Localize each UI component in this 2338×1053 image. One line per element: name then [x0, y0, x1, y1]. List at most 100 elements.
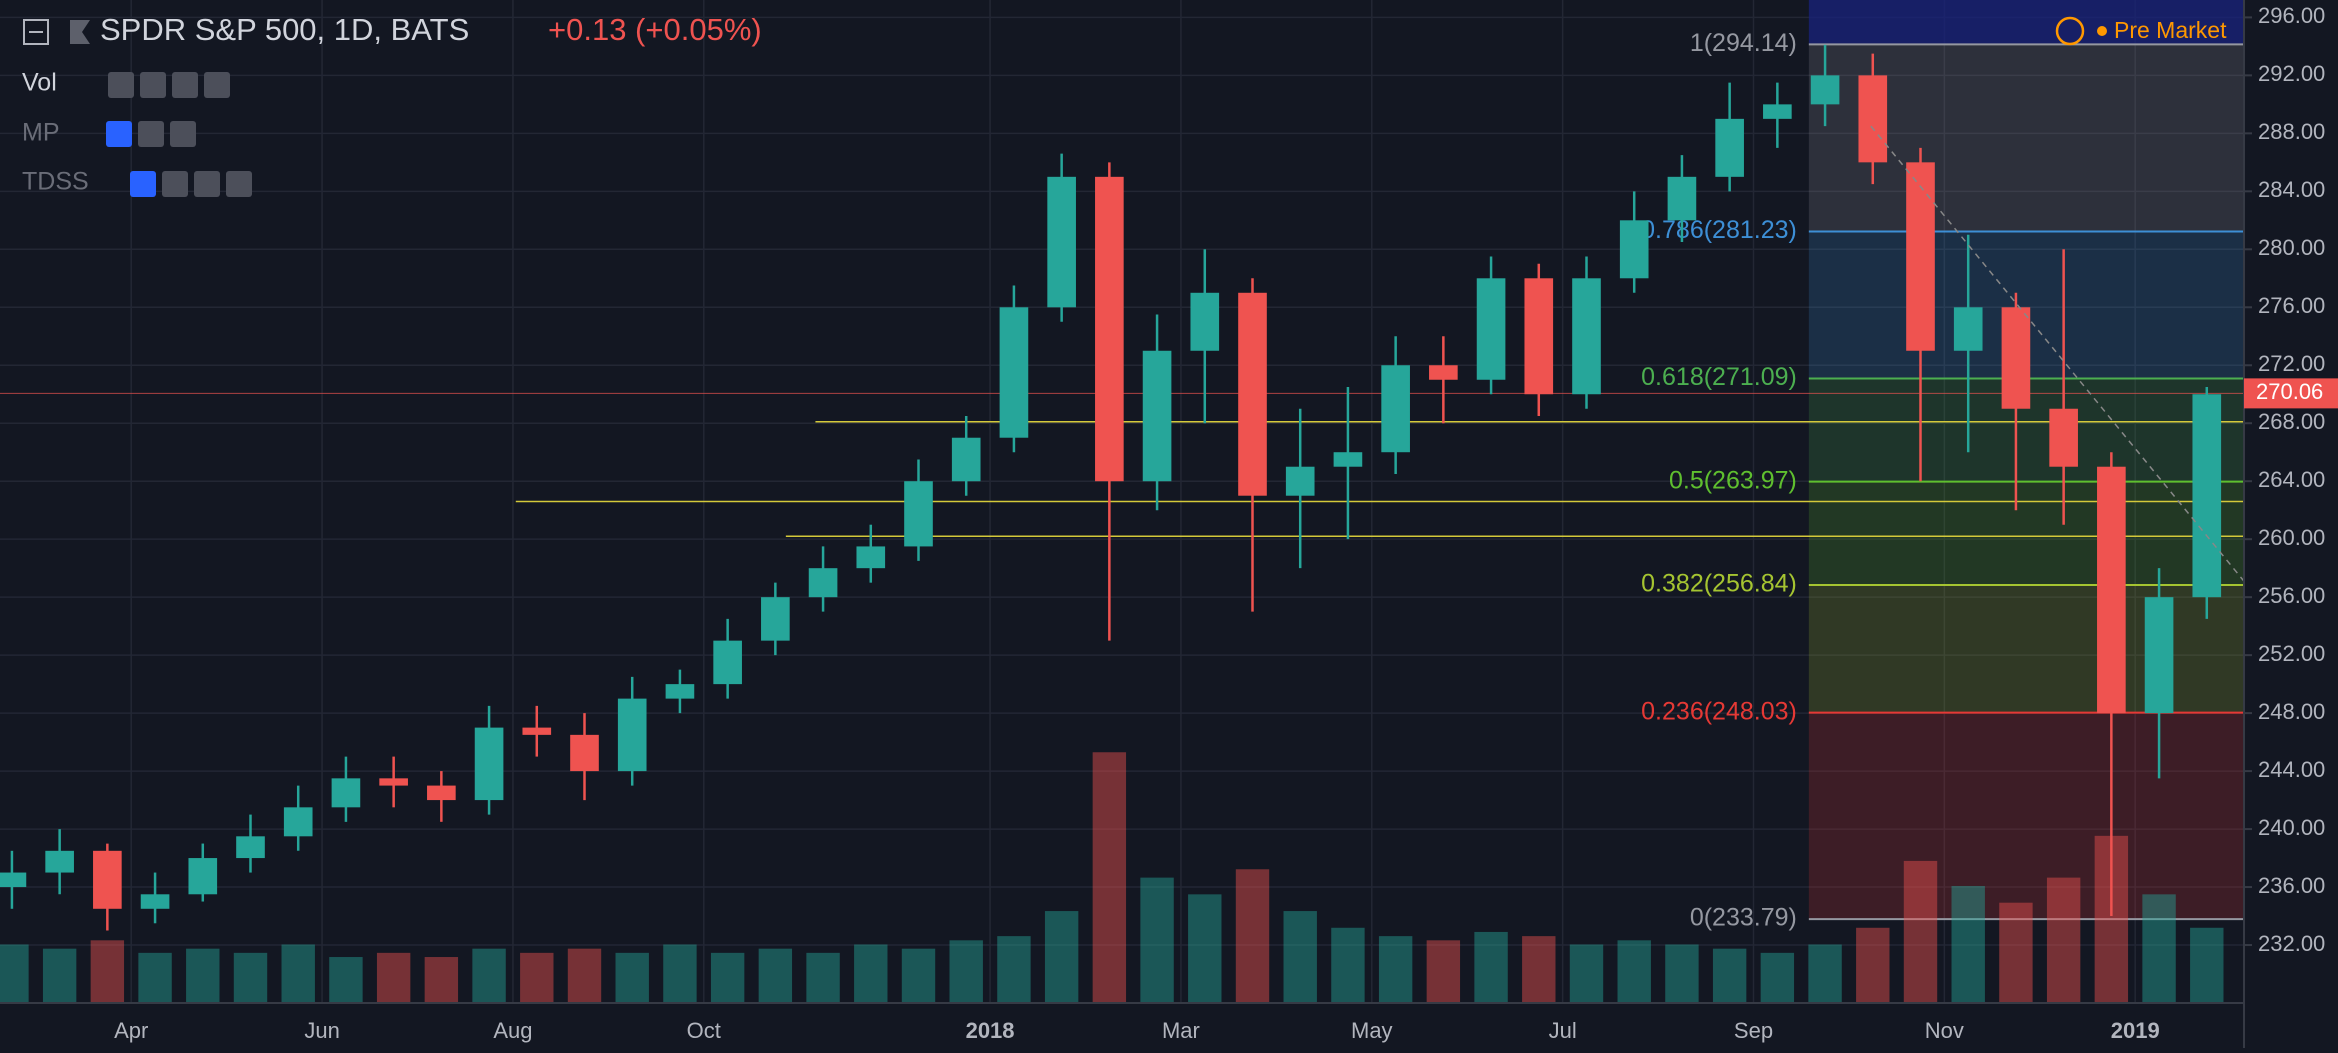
volume-bar — [806, 952, 840, 1003]
price-change: +0.13 (+0.05%) — [548, 12, 762, 47]
fib-label: 0.5(263.97) — [1669, 466, 1797, 494]
candle-body — [1333, 452, 1363, 467]
candle-body — [904, 481, 933, 547]
close-button[interactable] — [170, 121, 196, 147]
candle-body — [1858, 75, 1888, 163]
volume-bar — [1092, 752, 1127, 1003]
settings-button[interactable] — [162, 171, 188, 197]
volume-bar — [2190, 927, 2224, 1003]
volume-bar — [186, 948, 220, 1003]
candle-body — [713, 640, 742, 685]
candle-body — [1953, 307, 1983, 351]
settings-button[interactable] — [138, 121, 164, 147]
y-tick-label: 240.00 — [2258, 815, 2325, 840]
candle-body — [2144, 597, 2174, 714]
alert-icon[interactable] — [2055, 16, 2085, 46]
volume-bar — [1808, 944, 1842, 1003]
candle-body — [1190, 292, 1220, 351]
volume-bar — [1951, 885, 1985, 1003]
candle-body — [617, 698, 647, 772]
hidden-button[interactable] — [130, 171, 156, 197]
source-button[interactable] — [194, 171, 220, 197]
eye-button[interactable] — [108, 72, 134, 98]
y-tick-label: 272.00 — [2258, 351, 2325, 376]
settings-button[interactable] — [140, 72, 166, 98]
y-tick-label: 232.00 — [2258, 931, 2325, 956]
volume-bar — [90, 940, 125, 1003]
y-tick-label: 256.00 — [2258, 583, 2325, 608]
header: SPDR S&P 500, 1D, BATS +0.13 (+0.05%) Vo… — [22, 12, 2227, 197]
volume-bar — [2046, 877, 2081, 1003]
candle-body — [570, 734, 599, 772]
candle-body — [1619, 220, 1649, 279]
indicator-label[interactable]: Vol — [22, 69, 57, 97]
fib-label: 0.786(281.23) — [1641, 216, 1797, 244]
candle-body — [0, 872, 27, 888]
volume-bar — [901, 948, 936, 1003]
x-tick-label: Sep — [1734, 1018, 1773, 1043]
y-tick-label: 244.00 — [2258, 757, 2325, 782]
y-tick-label: 248.00 — [2258, 699, 2325, 724]
flag-icon — [70, 20, 90, 44]
last-price-label: 270.06 — [2256, 379, 2323, 404]
candle-body — [951, 437, 981, 482]
volume-bar — [1617, 940, 1651, 1003]
candle-body — [427, 785, 456, 801]
volume-bar — [1188, 894, 1222, 1003]
candle-body — [140, 894, 170, 909]
candle-body — [1763, 104, 1792, 119]
x-tick-label: Aug — [493, 1018, 532, 1043]
candle-body — [1238, 292, 1267, 496]
y-tick-label: 252.00 — [2258, 641, 2325, 666]
fib-label: 0.382(256.84) — [1641, 570, 1797, 598]
x-tick-label: 2019 — [2111, 1018, 2160, 1043]
candle-body — [2001, 307, 2031, 409]
volume-bar — [949, 940, 983, 1003]
volume-bar — [1712, 948, 1747, 1003]
y-tick-label: 236.00 — [2258, 873, 2325, 898]
volume-bar — [42, 948, 77, 1003]
close-button[interactable] — [226, 171, 252, 197]
volume-bar — [758, 948, 793, 1003]
candle-body — [283, 807, 313, 837]
volume-bar — [472, 948, 506, 1003]
symbol-title[interactable]: SPDR S&P 500, 1D, BATS — [100, 12, 469, 47]
candle-body — [1667, 176, 1697, 221]
volume-bar — [1665, 944, 1699, 1003]
fib-band — [1808, 712, 2244, 920]
y-tick-label: 268.00 — [2258, 409, 2325, 434]
volume-bar — [615, 952, 649, 1003]
collapse-button[interactable] — [23, 19, 49, 45]
hidden-button[interactable] — [106, 121, 132, 147]
market-status: Pre Market — [2114, 17, 2227, 43]
candle-body — [1285, 466, 1315, 496]
status-dot — [2097, 26, 2107, 36]
candle-body — [808, 568, 838, 598]
volume-bar — [1760, 952, 1795, 1003]
volume-bar — [376, 952, 411, 1003]
candle-body — [522, 727, 552, 735]
volume-bar — [233, 952, 268, 1003]
indicator-label[interactable]: MP — [22, 119, 60, 147]
fib-label: 0.236(248.03) — [1641, 697, 1797, 725]
y-tick-label: 292.00 — [2258, 61, 2325, 86]
indicator-label[interactable]: TDSS — [22, 168, 89, 196]
volume-bar — [281, 944, 315, 1003]
fib-label: 0(233.79) — [1690, 904, 1797, 932]
volume-bar — [663, 944, 697, 1003]
fib-band — [1808, 584, 2244, 713]
x-tick-label: Jul — [1549, 1018, 1577, 1043]
volume-bar — [1426, 940, 1461, 1003]
fib-label: 0.618(271.09) — [1641, 363, 1797, 391]
volume-bar — [0, 944, 29, 1003]
plot-area: 1(294.14) 0.786(281.23) 0.618(271.09) 0.5(2… — [0, 0, 2245, 1003]
volume-bar — [2142, 894, 2176, 1003]
candle-body — [2097, 466, 2126, 714]
candle-body — [2049, 408, 2078, 467]
last-price-box — [2244, 378, 2338, 409]
close-button[interactable] — [204, 72, 230, 98]
candle-body — [1906, 162, 1935, 351]
add-button[interactable] — [172, 72, 198, 98]
x-tick-label: Nov — [1925, 1018, 1964, 1043]
